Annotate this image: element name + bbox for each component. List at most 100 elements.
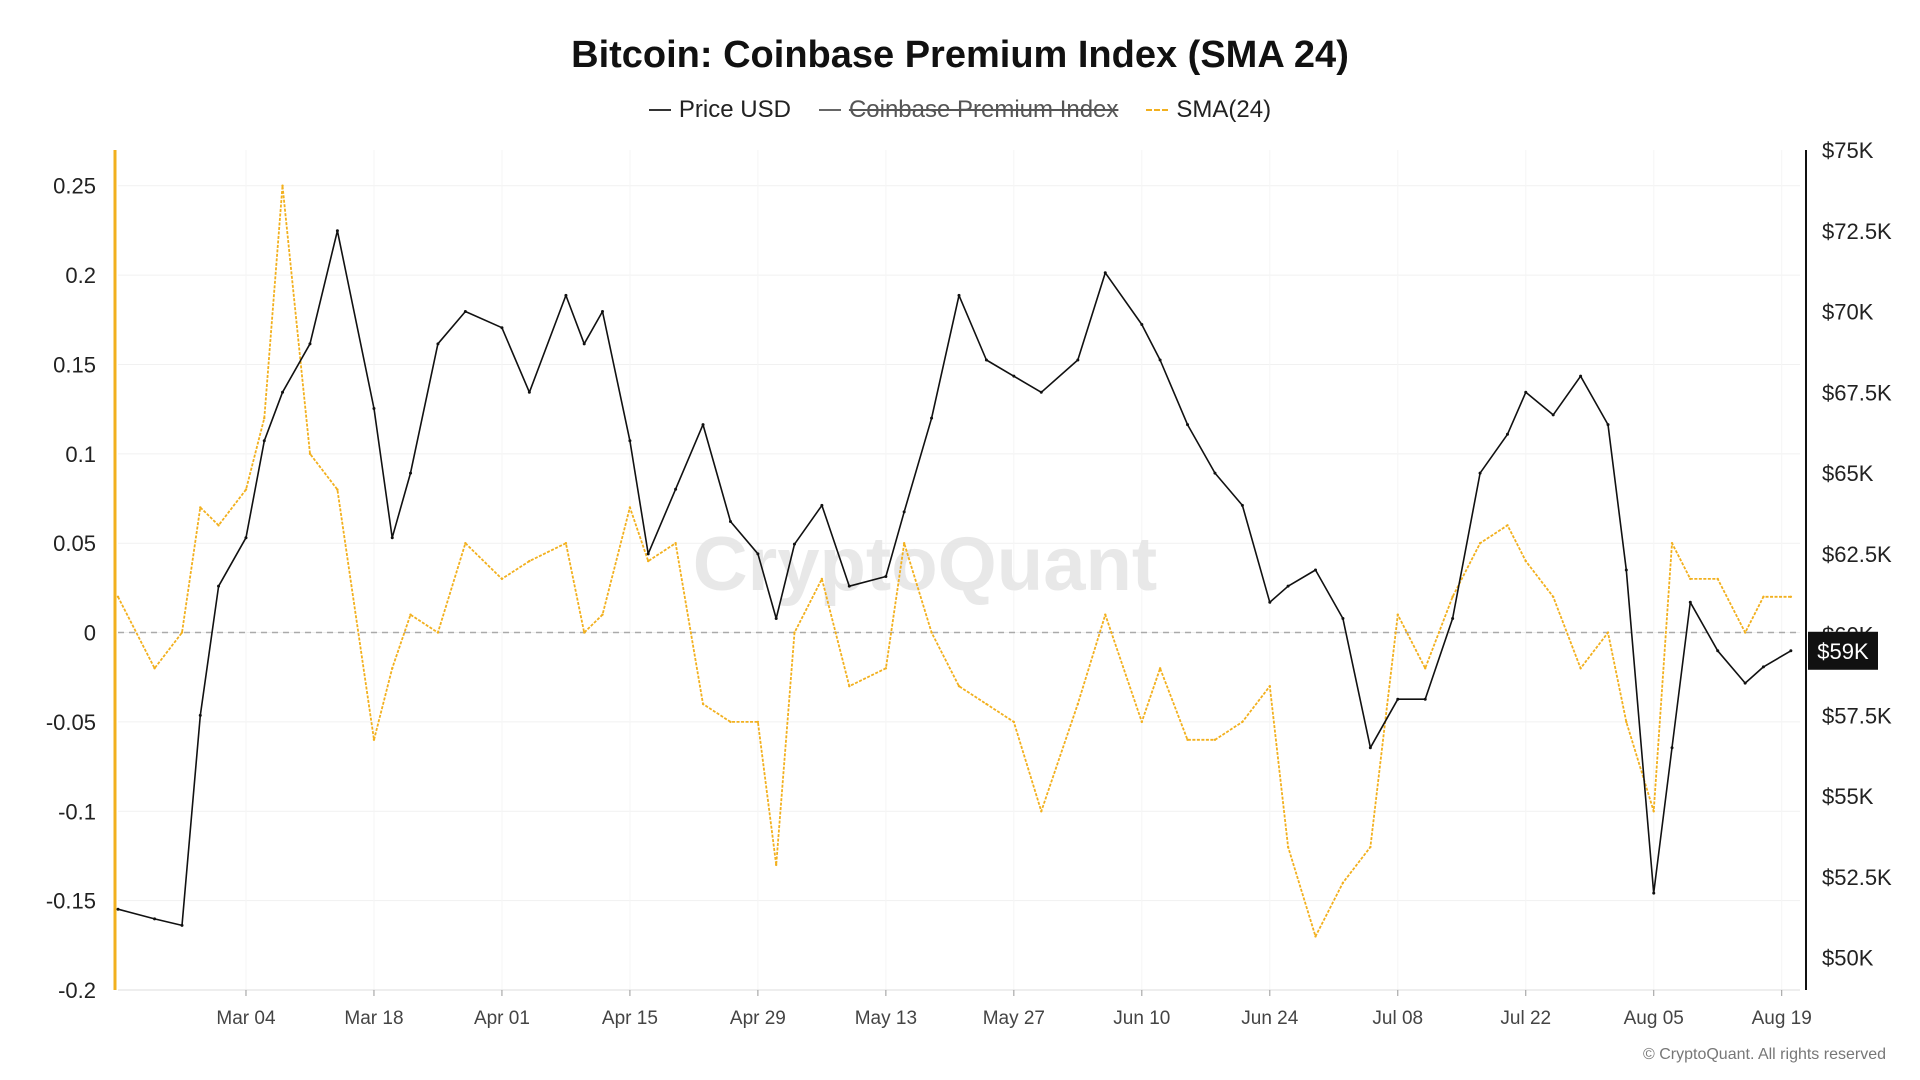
left-axis-tick-label: 0.05	[53, 531, 96, 556]
sma-point	[336, 488, 339, 491]
x-axis-tick-label: Aug 19	[1752, 1008, 1812, 1029]
sma-point	[1451, 595, 1454, 599]
sma-point	[1606, 631, 1610, 634]
price-point	[1158, 358, 1162, 362]
price-point	[1268, 600, 1272, 604]
series-sma24	[116, 184, 1793, 938]
sma-point	[1625, 720, 1628, 724]
sma-point	[820, 577, 824, 581]
sma-point	[1579, 667, 1582, 670]
right-axis-tick-label: $62.5K	[1822, 542, 1892, 567]
sma-point	[217, 524, 220, 527]
sma-point	[774, 863, 778, 867]
sma-point	[628, 506, 632, 509]
sma-point	[372, 738, 376, 741]
x-axis-tick-label: Jul 22	[1500, 1008, 1551, 1029]
right-axis-tick-label: $67.5K	[1822, 380, 1892, 405]
left-axis-tick-label: 0.15	[53, 352, 96, 377]
price-point	[1368, 746, 1372, 750]
x-axis-tick-label: Aug 05	[1624, 1008, 1684, 1029]
sma-point	[985, 702, 988, 706]
sma-point	[1743, 631, 1747, 634]
sma-point	[409, 613, 412, 616]
price-point	[1012, 374, 1016, 378]
left-axis-tick-label: 0.1	[65, 442, 96, 467]
x-axis-tick-label: Apr 29	[730, 1008, 786, 1029]
price-point	[1478, 471, 1482, 475]
x-axis-tick-label: Jun 24	[1241, 1008, 1298, 1029]
price-point	[1286, 584, 1290, 588]
price-point	[774, 616, 778, 620]
price-point	[281, 390, 285, 394]
right-axis-tick-label: $72.5K	[1822, 219, 1892, 244]
sma-point	[308, 452, 312, 456]
sma-point	[1268, 684, 1272, 688]
price-point	[1451, 616, 1455, 620]
price-point	[701, 423, 705, 427]
price-point	[1240, 503, 1244, 507]
price-point	[1761, 665, 1765, 669]
price-point	[930, 416, 934, 420]
legend-label-premium-index: Coinbase Premium Index	[848, 96, 1119, 123]
price-point	[308, 342, 312, 346]
right-axis-tick-label: $50K	[1822, 946, 1874, 971]
price-point	[1396, 697, 1400, 701]
sma-point	[153, 667, 156, 670]
sma-point	[902, 541, 906, 545]
sma-point	[1186, 738, 1189, 741]
price-point	[957, 293, 961, 297]
sma-point	[436, 631, 440, 634]
sma-point	[930, 631, 933, 634]
sma-point	[1314, 935, 1317, 938]
price-point	[1505, 432, 1509, 436]
sma-point	[1104, 613, 1107, 616]
right-axis-tick-label: $75K	[1822, 138, 1874, 163]
legend-item-premium-index[interactable]: Coinbase Premium Index	[818, 96, 1119, 124]
sma-point	[464, 541, 467, 545]
legend-label-price: Price USD	[678, 96, 791, 123]
sma-point	[500, 577, 504, 581]
price-point	[1606, 423, 1610, 427]
sma-point	[1076, 702, 1080, 706]
price-point	[1789, 649, 1793, 653]
sma-point	[391, 667, 394, 670]
sma-point	[199, 506, 202, 509]
sma24-line	[117, 184, 1791, 938]
price-point	[792, 542, 796, 546]
price-point	[984, 358, 988, 362]
copyright-footer: © CryptoQuant. All rights reserved	[1643, 1046, 1886, 1063]
price-point	[500, 326, 504, 330]
price-point	[1579, 374, 1583, 378]
sma-point	[1213, 738, 1217, 741]
price-point	[1524, 390, 1528, 394]
sma-point	[583, 631, 586, 634]
sma-line-swatch	[1146, 109, 1169, 111]
price-point	[628, 439, 632, 443]
price-point	[820, 503, 824, 507]
sma-point	[1286, 845, 1290, 849]
price-point	[198, 713, 202, 717]
price-point	[756, 552, 760, 556]
sma-point	[1040, 810, 1043, 813]
sma-point	[1789, 595, 1793, 599]
price-point	[180, 923, 184, 927]
x-axis-tick-label: May 27	[983, 1008, 1045, 1029]
legend-item-price[interactable]: Price USD	[648, 96, 791, 124]
sma-point	[1689, 577, 1692, 581]
left-axis-tick-label: -0.15	[46, 889, 96, 914]
price-point	[372, 406, 376, 410]
legend: Price USD Coinbase Premium Index SMA(24)	[0, 96, 1920, 124]
price-point	[1423, 697, 1427, 701]
legend-item-sma[interactable]: SMA(24)	[1146, 96, 1271, 124]
sma-point	[1012, 720, 1016, 724]
right-axis-tick-label: $55K	[1822, 784, 1874, 809]
sma-point	[1396, 613, 1399, 616]
price-point	[1213, 471, 1217, 475]
sma-point	[281, 184, 284, 187]
price-point	[728, 520, 732, 524]
sma-point	[729, 720, 732, 724]
sma-point	[848, 684, 851, 688]
sma-point	[701, 702, 705, 706]
sma-point	[1652, 810, 1655, 813]
